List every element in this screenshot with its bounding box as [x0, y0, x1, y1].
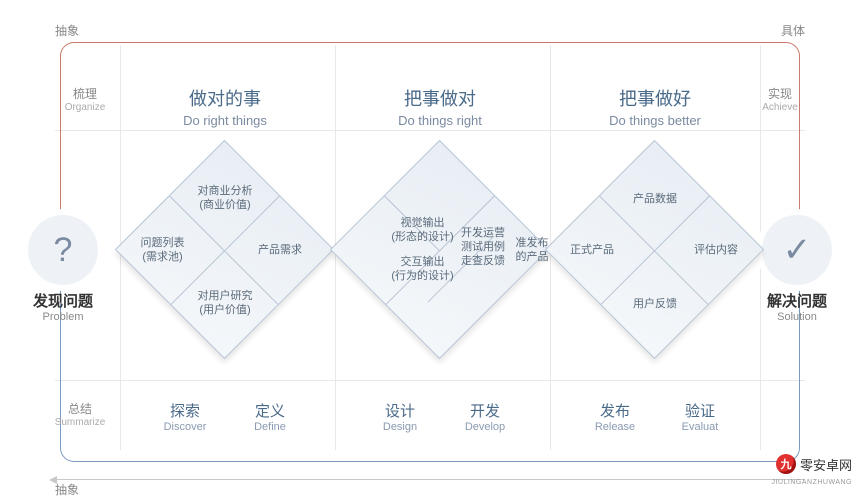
diagram-canvas: 抽象 具体 抽象 梳理 Organize 实现 Achieve 总结 Summa…	[0, 0, 860, 500]
d1-right: 产品需求	[250, 244, 310, 258]
watermark: 九 零安卓网 JIULINGANZHUWANG	[776, 454, 852, 474]
axis-concrete-top: 具体	[781, 22, 805, 39]
d1-left: 问题列表 (需求池)	[130, 237, 195, 265]
check-icon: ✓	[783, 230, 812, 270]
stage-release: 发布Release	[575, 400, 655, 433]
d3-left: 正式产品	[562, 244, 622, 258]
phase-3-header: 把事做好Do things better	[565, 85, 745, 128]
endpoint-start: ?	[28, 215, 98, 285]
stage-define: 定义Define	[230, 400, 310, 433]
watermark-logo-icon: 九	[776, 454, 796, 474]
label-organize: 梳理 Organize	[55, 85, 115, 113]
d1-bottom: 对用户研究 (用户价值)	[195, 290, 255, 318]
watermark-sub: JIULINGANZHUWANG	[772, 479, 852, 486]
endpoint-start-label: 发现问题 Problem	[18, 290, 108, 323]
d3-top: 产品数据	[625, 193, 685, 207]
phase-1-header: 做对的事Do right things	[135, 85, 315, 128]
d2-top: 视觉输出 (形态的设计)	[380, 217, 465, 245]
axis-abstract-bottom: 抽象	[55, 481, 79, 498]
d2-right-upper: 开发运营 测试用例 走查反馈	[455, 227, 511, 268]
question-icon: ?	[54, 231, 73, 270]
d3-right: 评估内容	[686, 244, 746, 258]
label-summarize: 总结 Summarize	[50, 400, 110, 428]
stage-design: 设计Design	[360, 400, 440, 433]
bottom-arrow	[55, 479, 805, 480]
stage-evaluate: 验证Evaluat	[660, 400, 740, 433]
d2-bottom: 交互输出 (行为的设计)	[380, 256, 465, 284]
stage-develop: 开发Develop	[445, 400, 525, 433]
endpoint-end-label: 解决问题 Solution	[752, 290, 842, 323]
endpoint-end: ✓	[762, 215, 832, 285]
stage-discover: 探索Discover	[145, 400, 225, 433]
watermark-text: 零安卓网	[800, 455, 852, 474]
d1-top: 对商业分析 (商业价值)	[195, 185, 255, 213]
arrow-left-icon	[49, 476, 57, 484]
phase-2-header: 把事做对Do things right	[350, 85, 530, 128]
d3-bottom: 用户反馈	[625, 298, 685, 312]
label-achieve: 实现 Achieve	[750, 85, 810, 113]
axis-abstract-top: 抽象	[55, 22, 79, 39]
